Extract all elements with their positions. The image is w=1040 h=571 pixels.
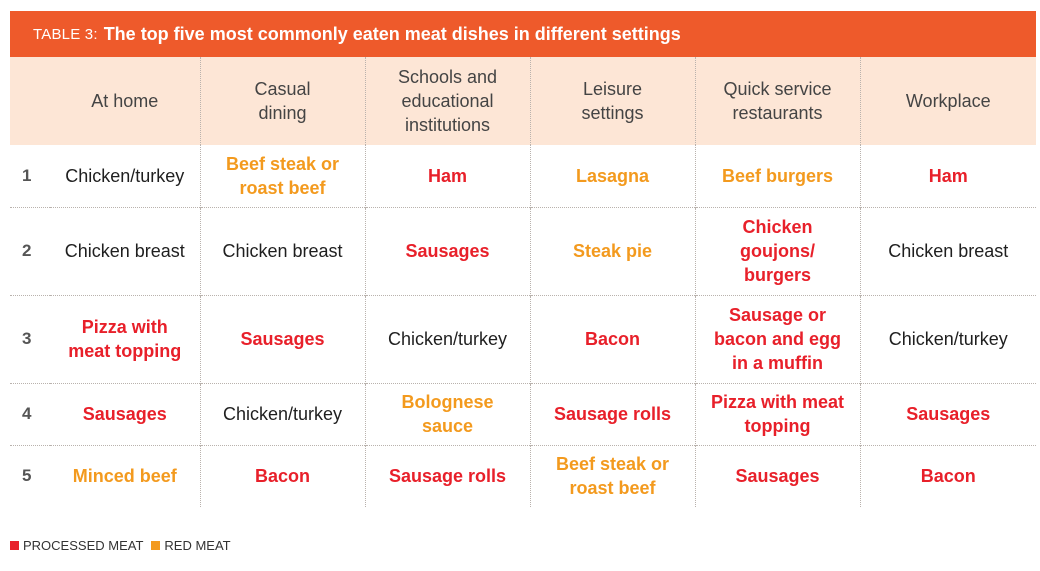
column-header: Workplace xyxy=(859,57,1036,145)
dish-cell: Beef burgers xyxy=(694,145,860,207)
column-header: At home xyxy=(50,57,200,145)
column-header: Quick service restaurants xyxy=(694,57,860,145)
dish-cell: Sausages xyxy=(364,206,530,295)
legend-processed-label: PROCESSED MEAT xyxy=(23,538,144,553)
dish-cell: Chicken/turkey xyxy=(65,165,185,186)
rank-cell: 2 xyxy=(10,206,50,295)
rank-cell: 4 xyxy=(10,382,50,445)
legend-red: RED MEAT xyxy=(151,538,231,553)
table-row: 5 Minced beef Bacon Sausage rolls Beef steak… xyxy=(10,444,1036,507)
dish-cell: Bacon xyxy=(859,444,1036,507)
dish-cell: Beef steak or roast beef xyxy=(529,444,695,507)
dish-cell: Chicken breast xyxy=(199,206,365,295)
dish-cell: Chicken breast xyxy=(50,206,200,295)
rank-cell: 5 xyxy=(10,444,50,507)
dish-cell: Bacon xyxy=(529,294,695,383)
dish-cell: Sausages xyxy=(694,444,860,507)
dish-cell: Sausages xyxy=(859,382,1036,445)
dish-cell: Chicken/turkey xyxy=(364,294,530,383)
dish-cell: Ham xyxy=(364,145,530,207)
rank-cell: 3 xyxy=(10,294,50,383)
legend: PROCESSED MEAT RED MEAT xyxy=(10,538,239,553)
dish-cell: Chicken goujons/ burgers xyxy=(694,206,860,295)
dish-cell: Sausage or bacon and egg in a muffin xyxy=(694,294,860,383)
column-header: Leisure settings xyxy=(529,57,695,145)
rank-header xyxy=(10,57,50,145)
dish-cell: Bolognese sauce xyxy=(364,382,530,445)
meat-dishes-table: At home Casual dining Schools and educat… xyxy=(10,57,1036,507)
dish-cell: Lasagna xyxy=(529,145,695,207)
table-row: 4 Sausages Chicken/turkey Bolognese sauce Sa… xyxy=(10,382,1036,445)
legend-red-label: RED MEAT xyxy=(164,538,231,553)
dish-cell: Pizza with meat topping xyxy=(50,294,200,383)
dish-cell: Beef steak or roast beef xyxy=(199,145,365,207)
table-row: 1 Chicken/turkey Beef steak or roast beef H… xyxy=(10,145,1036,207)
table-title: The top five most commonly eaten meat di… xyxy=(103,23,681,44)
red-meat-swatch-icon xyxy=(151,541,161,550)
dish-cell: Sausages xyxy=(50,382,200,445)
dish-cell: Chicken breast xyxy=(859,206,1036,295)
dish-cell: Bacon xyxy=(199,444,365,507)
table-title-bar: TABLE 3: The top five most commonly eate… xyxy=(10,11,1036,57)
table-row: 3 Pizza with meat topping Sausages Chicken/… xyxy=(10,294,1036,383)
column-header: Schools and educational institutions xyxy=(364,57,530,145)
table-number: TABLE 3: xyxy=(33,25,98,43)
legend-processed: PROCESSED MEAT xyxy=(10,538,143,553)
dish-cell: Sausages xyxy=(199,294,365,383)
dish-cell: Pizza with meat topping xyxy=(694,382,860,445)
processed-swatch-icon xyxy=(10,541,19,550)
dish-cell: Sausage rolls xyxy=(529,382,695,445)
dish-cell: Sausage rolls xyxy=(364,444,530,507)
dish-cell: Minced beef xyxy=(50,444,200,507)
dish-cell: Chicken/turkey xyxy=(199,382,365,445)
dish-cell: Chicken/turkey xyxy=(859,294,1036,383)
dish-cell: Ham xyxy=(859,145,1036,207)
dish-cell: Steak pie xyxy=(529,206,695,295)
column-header: Casual dining xyxy=(199,57,365,145)
rank-cell: 1 xyxy=(22,165,32,185)
header-row: At home Casual dining Schools and educat… xyxy=(10,57,1036,145)
table-row: 2 Chicken breast Chicken breast Sausages Ste… xyxy=(10,206,1036,295)
